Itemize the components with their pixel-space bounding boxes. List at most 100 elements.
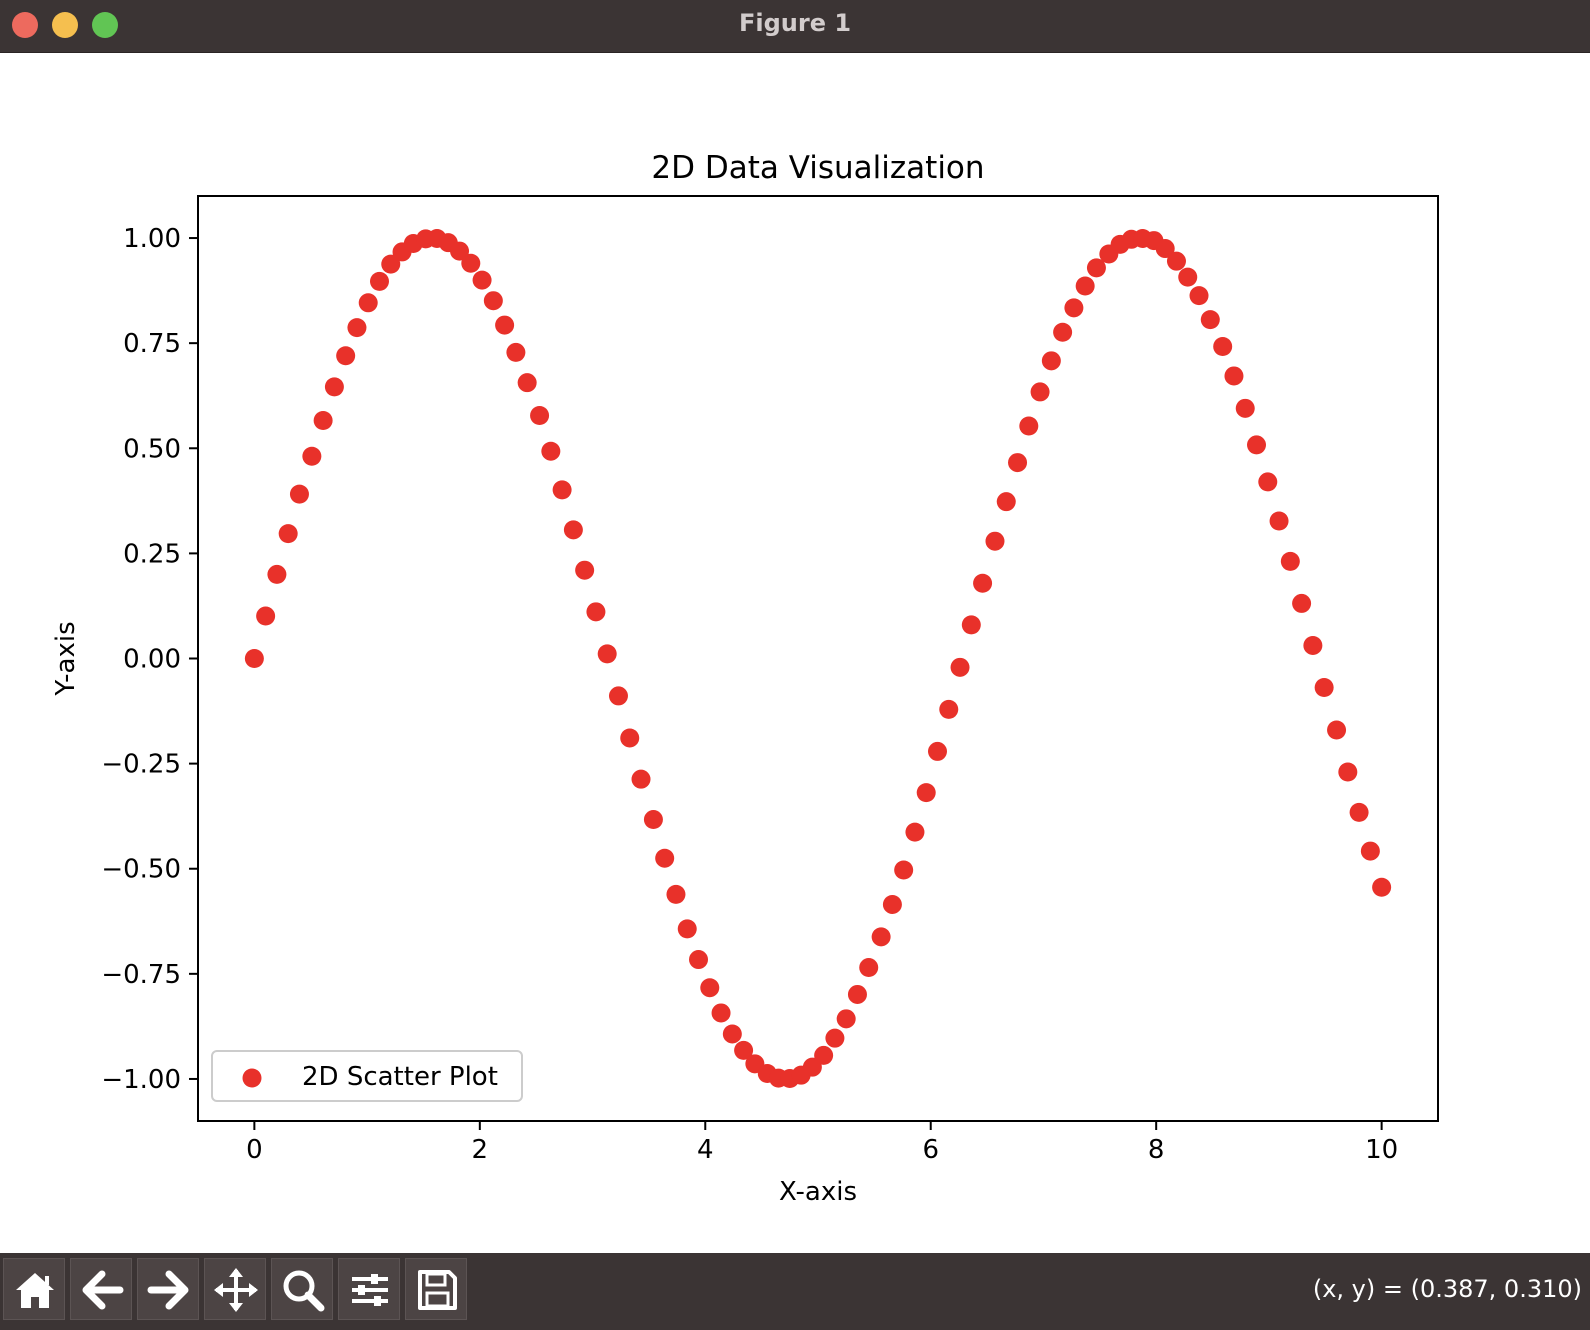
data-point <box>495 315 515 335</box>
zoom-button[interactable] <box>271 1258 333 1320</box>
data-point <box>575 560 595 580</box>
data-point <box>722 1024 742 1044</box>
data-point <box>927 741 947 761</box>
configure-subplots-button[interactable] <box>338 1258 400 1320</box>
data-point <box>1235 398 1255 418</box>
navigation-toolbar: (x, y) = (0.387, 0.310) <box>0 1253 1590 1330</box>
data-point <box>267 564 287 584</box>
legend: 2D Scatter Plot <box>211 1050 523 1102</box>
arrow-right-icon <box>147 1270 189 1310</box>
data-point <box>336 346 356 366</box>
x-ticks: 0 2 4 6 8 10 <box>246 1121 1398 1165</box>
data-point <box>916 783 936 803</box>
data-point <box>1030 382 1050 402</box>
data-point <box>552 480 572 500</box>
data-point <box>961 615 981 635</box>
y-tick-label: −1.00 <box>101 1065 181 1095</box>
figure-canvas[interactable]: 0 2 4 6 8 10 1.00 0.75 0.50 0.25 0.00 −0.25 −0.50 −0… <box>0 53 1590 1253</box>
data-point <box>1075 276 1095 296</box>
data-point <box>358 293 378 313</box>
data-point <box>530 405 550 425</box>
y-tick-label: 0.75 <box>123 329 181 359</box>
y-tick-label: 1.00 <box>123 224 181 254</box>
data-point <box>677 919 697 939</box>
data-point <box>506 342 526 362</box>
data-point <box>666 884 686 904</box>
data-points <box>244 228 1392 1089</box>
data-point <box>1258 472 1278 492</box>
data-point <box>1269 511 1289 531</box>
data-point <box>689 950 709 970</box>
y-tick-label: −0.25 <box>101 750 181 780</box>
y-tick-label: 0.25 <box>123 539 181 569</box>
data-point <box>1008 453 1028 473</box>
floppy-disk-icon <box>418 1270 457 1310</box>
window-titlebar: Figure 1 <box>0 0 1590 53</box>
data-point <box>347 318 367 338</box>
data-point <box>631 769 651 789</box>
x-tick-label: 2 <box>472 1135 489 1165</box>
data-point <box>256 606 276 626</box>
y-tick-label: −0.75 <box>101 960 181 990</box>
data-point <box>1213 337 1233 357</box>
pan-button[interactable] <box>204 1258 266 1320</box>
x-tick-label: 10 <box>1365 1135 1398 1165</box>
arrow-left-icon <box>82 1270 124 1310</box>
data-point <box>483 291 503 311</box>
y-tick-label: 0.50 <box>123 434 181 464</box>
x-tick-label: 8 <box>1148 1135 1165 1165</box>
x-tick-label: 4 <box>697 1135 714 1165</box>
data-point <box>1314 678 1334 698</box>
x-tick-label: 0 <box>246 1135 263 1165</box>
sliders-icon <box>352 1274 388 1306</box>
data-point <box>541 441 561 461</box>
forward-button[interactable] <box>137 1258 199 1320</box>
data-point <box>985 531 1005 551</box>
scatter-chart[interactable]: 0 2 4 6 8 10 1.00 0.75 0.50 0.25 0.00 −0.25 −0.50 −0… <box>0 53 1590 1253</box>
data-point <box>814 1045 834 1065</box>
data-point <box>950 657 970 677</box>
data-point <box>289 484 309 504</box>
data-point <box>825 1028 845 1048</box>
data-point <box>313 411 333 431</box>
minimize-window-button[interactable] <box>52 12 78 38</box>
data-point <box>620 728 640 748</box>
data-point <box>882 894 902 914</box>
data-point <box>802 1057 822 1077</box>
data-point <box>381 254 401 274</box>
data-point <box>597 644 617 664</box>
close-window-button[interactable] <box>12 12 38 38</box>
home-button[interactable] <box>3 1258 65 1320</box>
data-point <box>894 860 914 880</box>
data-point <box>939 699 959 719</box>
data-point <box>643 810 663 830</box>
y-ticks: 1.00 0.75 0.50 0.25 0.00 −0.25 −0.50 −0.75 −1.00 <box>101 224 198 1095</box>
data-point <box>1349 802 1369 822</box>
data-point <box>711 1003 731 1023</box>
legend-marker <box>242 1068 262 1088</box>
data-point <box>655 848 675 868</box>
move-icon <box>214 1268 258 1312</box>
data-point <box>1041 351 1061 371</box>
back-button[interactable] <box>70 1258 132 1320</box>
save-button[interactable] <box>405 1258 467 1320</box>
data-point <box>1247 435 1267 455</box>
data-point <box>1053 322 1073 342</box>
x-tick-label: 6 <box>922 1135 939 1165</box>
chart-title: 2D Data Visualization <box>651 150 984 186</box>
data-point <box>973 573 993 593</box>
data-point <box>517 373 537 393</box>
cursor-coordinates: (x, y) = (0.387, 0.310) <box>1312 1275 1582 1303</box>
data-point <box>996 492 1016 512</box>
data-point <box>461 253 481 273</box>
data-point <box>734 1040 754 1060</box>
zoom-window-button[interactable] <box>92 12 118 38</box>
data-point <box>1086 258 1106 278</box>
data-point <box>905 822 925 842</box>
data-point <box>1019 416 1039 436</box>
data-point <box>1372 877 1392 897</box>
data-point <box>1178 267 1198 287</box>
data-point <box>450 241 470 261</box>
data-point <box>871 927 891 947</box>
data-point <box>859 958 879 978</box>
